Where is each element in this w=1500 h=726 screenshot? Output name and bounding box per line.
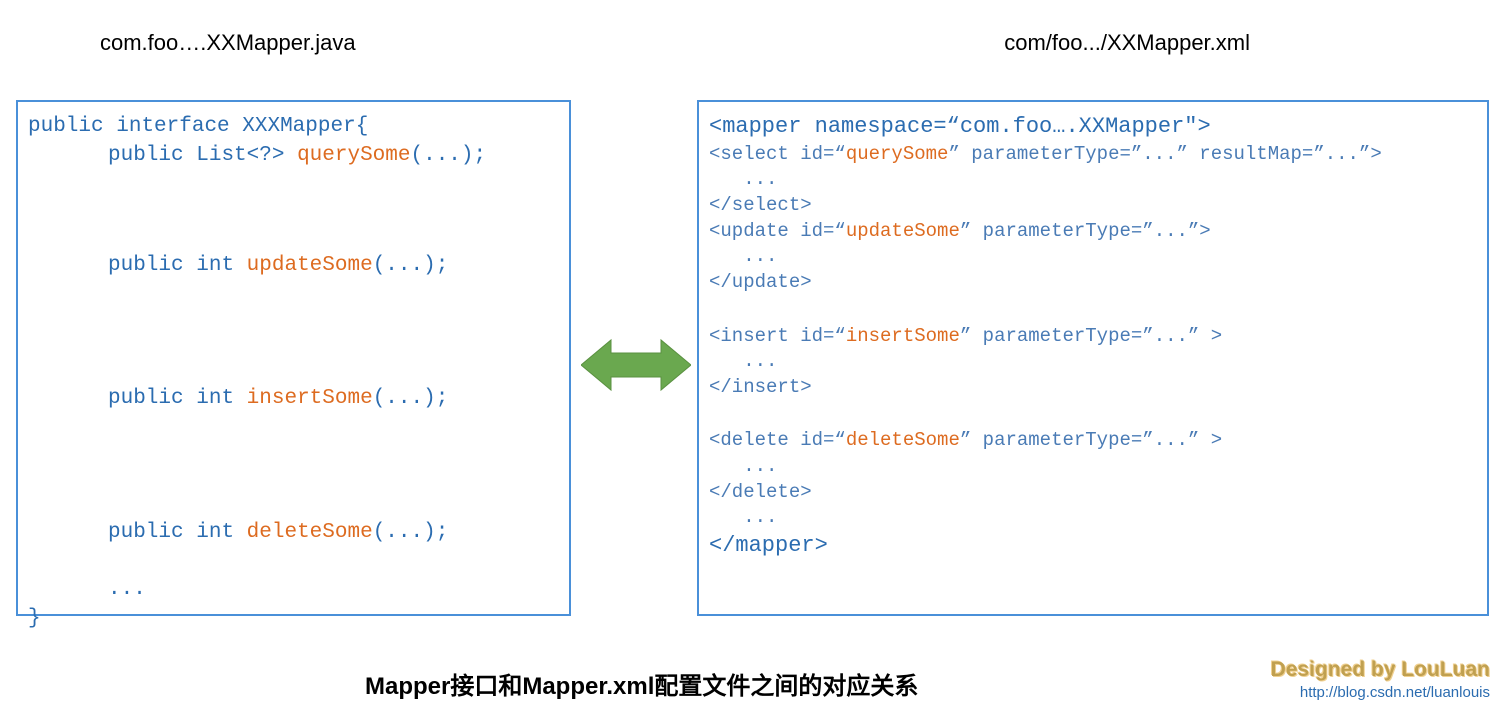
xml-dots: ... <box>709 454 1477 480</box>
java-interface-declaration: public interface XXXMapper{ <box>28 112 559 141</box>
return-type: int <box>196 254 234 277</box>
tag-close: > <box>1197 114 1210 139</box>
interface-name: XXXMapper <box>242 115 355 138</box>
xml-mapper-close: </mapper> <box>709 531 1477 561</box>
method-name: updateSome <box>247 254 373 277</box>
return-type: List<?> <box>196 144 284 167</box>
open-brace: { <box>356 115 369 138</box>
attribution-block: Designed by LouLuan http://blog.csdn.net… <box>1271 658 1490 701</box>
mapper-tag: <mapper namespace= <box>709 114 947 139</box>
method-args: (...); <box>373 521 449 544</box>
insert-attrs: ” parameterType=”...” > <box>960 325 1222 347</box>
method-name: querySome <box>297 144 410 167</box>
java-method-updatesome: public int updateSome(...); <box>28 251 559 280</box>
java-method-querysome: public List<?> querySome(...); <box>28 141 559 170</box>
xml-select-close: </select> <box>709 193 1477 219</box>
java-method-deletesome: public int deleteSome(...); <box>28 518 559 547</box>
kw-public: public <box>108 521 184 544</box>
xml-dots: ... <box>709 167 1477 193</box>
delete-open: <delete id=“ <box>709 429 846 451</box>
xml-mapper-open: <mapper namespace=“com.foo….XXMapper"> <box>709 112 1477 142</box>
bidirectional-arrow-icon <box>581 335 691 395</box>
java-code-panel: public interface XXXMapper{ public List<… <box>16 100 571 616</box>
return-type: int <box>196 387 234 410</box>
diagram-caption: Mapper接口和Mapper.xml配置文件之间的对应关系 <box>365 666 918 701</box>
kw-public: public <box>28 115 104 138</box>
xml-code-panel: <mapper namespace=“com.foo….XXMapper"> <… <box>697 100 1489 616</box>
insert-open: <insert id=“ <box>709 325 846 347</box>
xml-select-tag: <select id=“querySome” parameterType=”..… <box>709 142 1477 168</box>
delete-attrs: ” parameterType=”...” > <box>960 429 1222 451</box>
namespace-value: “com.foo….XXMapper" <box>947 114 1198 139</box>
update-id: updateSome <box>846 220 960 242</box>
insert-id: insertSome <box>846 325 960 347</box>
update-open: <update id=“ <box>709 220 846 242</box>
xml-delete-close: </delete> <box>709 480 1477 506</box>
xml-delete-tag: <delete id=“deleteSome” parameterType=”.… <box>709 428 1477 454</box>
java-file-title: com.foo….XXMapper.java <box>100 30 356 56</box>
kw-public: public <box>108 387 184 410</box>
kw-public: public <box>108 144 184 167</box>
xml-dots: ... <box>709 505 1477 531</box>
xml-update-close: </update> <box>709 270 1477 296</box>
select-open: <select id=“ <box>709 143 846 165</box>
method-args: (...); <box>410 144 486 167</box>
arrow-shape <box>581 340 691 390</box>
kw-public: public <box>108 254 184 277</box>
method-args: (...); <box>373 254 449 277</box>
method-name: insertSome <box>247 387 373 410</box>
xml-dots: ... <box>709 244 1477 270</box>
xml-insert-close: </insert> <box>709 375 1477 401</box>
xml-update-tag: <update id=“updateSome” parameterType=”.… <box>709 219 1477 245</box>
delete-id: deleteSome <box>846 429 960 451</box>
java-ellipsis: ... <box>28 575 559 604</box>
method-name: deleteSome <box>247 521 373 544</box>
xml-insert-tag: <insert id=“insertSome” parameterType=”.… <box>709 324 1477 350</box>
select-attrs: ” parameterType=”...” resultMap=”...”> <box>948 143 1381 165</box>
select-id: querySome <box>846 143 949 165</box>
xml-dots: ... <box>709 349 1477 375</box>
update-attrs: ” parameterType=”...”> <box>960 220 1211 242</box>
source-url: http://blog.csdn.net/luanlouis <box>1271 684 1490 701</box>
java-close-brace: } <box>28 604 559 633</box>
xml-file-title: com/foo.../XXMapper.xml <box>1004 30 1250 56</box>
java-method-insertsome: public int insertSome(...); <box>28 384 559 413</box>
designer-credit: Designed by LouLuan <box>1271 658 1490 682</box>
method-args: (...); <box>373 387 449 410</box>
kw-interface: interface <box>116 115 229 138</box>
return-type: int <box>196 521 234 544</box>
